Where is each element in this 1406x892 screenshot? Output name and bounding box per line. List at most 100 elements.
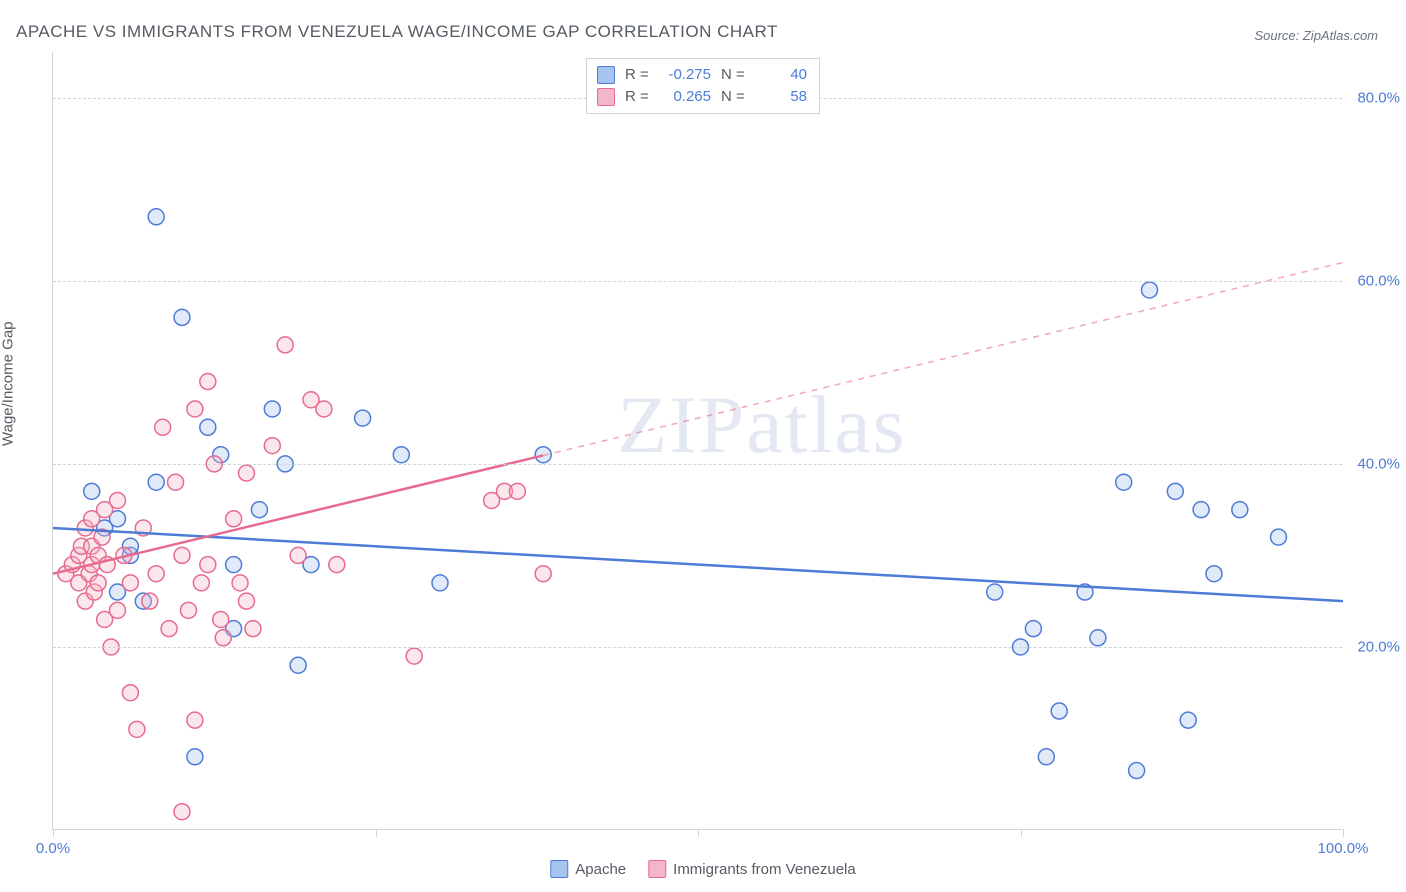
- scatter-point: [406, 648, 422, 664]
- swatch-series-2: [597, 88, 615, 106]
- scatter-point: [174, 547, 190, 563]
- scatter-point: [432, 575, 448, 591]
- x-tick: [376, 829, 377, 837]
- legend-item-1: Apache: [550, 860, 626, 878]
- legend-label-1: Apache: [575, 861, 626, 878]
- scatter-point: [232, 575, 248, 591]
- trend-line-solid: [53, 528, 1343, 601]
- correlation-legend: R = -0.275 N = 40 R = 0.265 N = 58: [586, 58, 820, 114]
- scatter-point: [174, 804, 190, 820]
- n-label: N =: [721, 64, 747, 86]
- scatter-point: [168, 474, 184, 490]
- n-label: N =: [721, 86, 747, 108]
- plot-area: ZIPatlas 20.0%40.0%60.0%80.0%0.0%100.0%: [52, 52, 1342, 830]
- gridline: [53, 647, 1342, 648]
- scatter-point: [355, 410, 371, 426]
- scatter-point: [180, 602, 196, 618]
- scatter-point: [148, 566, 164, 582]
- gridline: [53, 281, 1342, 282]
- scatter-point: [122, 685, 138, 701]
- scatter-point: [1090, 630, 1106, 646]
- scatter-point: [239, 593, 255, 609]
- source-attribution: Source: ZipAtlas.com: [1254, 28, 1378, 43]
- scatter-point: [148, 209, 164, 225]
- correlation-legend-row-2: R = 0.265 N = 58: [597, 86, 807, 108]
- scatter-point: [264, 401, 280, 417]
- scatter-point: [226, 511, 242, 527]
- x-tick: [53, 829, 54, 837]
- x-tick-label-min: 0.0%: [36, 840, 70, 857]
- legend-label-2: Immigrants from Venezuela: [673, 861, 856, 878]
- scatter-point: [1025, 621, 1041, 637]
- scatter-point: [187, 749, 203, 765]
- y-tick-label: 80.0%: [1357, 89, 1400, 106]
- scatter-point: [148, 474, 164, 490]
- scatter-point: [316, 401, 332, 417]
- scatter-point: [90, 575, 106, 591]
- scatter-point: [1232, 502, 1248, 518]
- chart-svg: [53, 52, 1342, 829]
- scatter-point: [110, 492, 126, 508]
- scatter-point: [239, 465, 255, 481]
- r-label: R =: [625, 86, 651, 108]
- scatter-point: [290, 657, 306, 673]
- scatter-point: [200, 374, 216, 390]
- scatter-point: [987, 584, 1003, 600]
- legend-item-2: Immigrants from Venezuela: [648, 860, 856, 878]
- gridline: [53, 464, 1342, 465]
- series-legend: Apache Immigrants from Venezuela: [550, 860, 855, 878]
- scatter-point: [226, 557, 242, 573]
- x-tick-label-max: 100.0%: [1318, 840, 1369, 857]
- scatter-point: [187, 712, 203, 728]
- scatter-point: [1051, 703, 1067, 719]
- scatter-point: [187, 401, 203, 417]
- correlation-legend-row-1: R = -0.275 N = 40: [597, 64, 807, 86]
- scatter-point: [1142, 282, 1158, 298]
- legend-swatch-2: [648, 860, 666, 878]
- trend-line-dashed: [543, 263, 1343, 456]
- chart-title: APACHE VS IMMIGRANTS FROM VENEZUELA WAGE…: [16, 22, 778, 42]
- scatter-point: [535, 566, 551, 582]
- scatter-point: [1271, 529, 1287, 545]
- scatter-point: [1129, 763, 1145, 779]
- scatter-point: [1167, 483, 1183, 499]
- scatter-point: [290, 547, 306, 563]
- scatter-point: [1206, 566, 1222, 582]
- scatter-point: [393, 447, 409, 463]
- r-value-1: -0.275: [661, 64, 711, 86]
- scatter-point: [329, 557, 345, 573]
- scatter-point: [1193, 502, 1209, 518]
- x-tick: [1021, 829, 1022, 837]
- scatter-point: [1180, 712, 1196, 728]
- scatter-point: [161, 621, 177, 637]
- x-tick: [1343, 829, 1344, 837]
- scatter-point: [200, 419, 216, 435]
- scatter-point: [200, 557, 216, 573]
- y-tick-label: 40.0%: [1357, 455, 1400, 472]
- y-tick-label: 60.0%: [1357, 272, 1400, 289]
- n-value-2: 58: [757, 86, 807, 108]
- scatter-point: [1038, 749, 1054, 765]
- n-value-1: 40: [757, 64, 807, 86]
- scatter-point: [277, 337, 293, 353]
- r-value-2: 0.265: [661, 86, 711, 108]
- scatter-point: [129, 721, 145, 737]
- scatter-point: [155, 419, 171, 435]
- scatter-point: [213, 611, 229, 627]
- scatter-point: [174, 309, 190, 325]
- x-tick: [698, 829, 699, 837]
- scatter-point: [509, 483, 525, 499]
- y-tick-label: 20.0%: [1357, 638, 1400, 655]
- scatter-point: [110, 602, 126, 618]
- scatter-point: [193, 575, 209, 591]
- scatter-point: [84, 483, 100, 499]
- scatter-point: [251, 502, 267, 518]
- scatter-point: [142, 593, 158, 609]
- scatter-point: [1116, 474, 1132, 490]
- legend-swatch-1: [550, 860, 568, 878]
- scatter-point: [215, 630, 231, 646]
- scatter-point: [122, 575, 138, 591]
- scatter-point: [245, 621, 261, 637]
- r-label: R =: [625, 64, 651, 86]
- swatch-series-1: [597, 66, 615, 84]
